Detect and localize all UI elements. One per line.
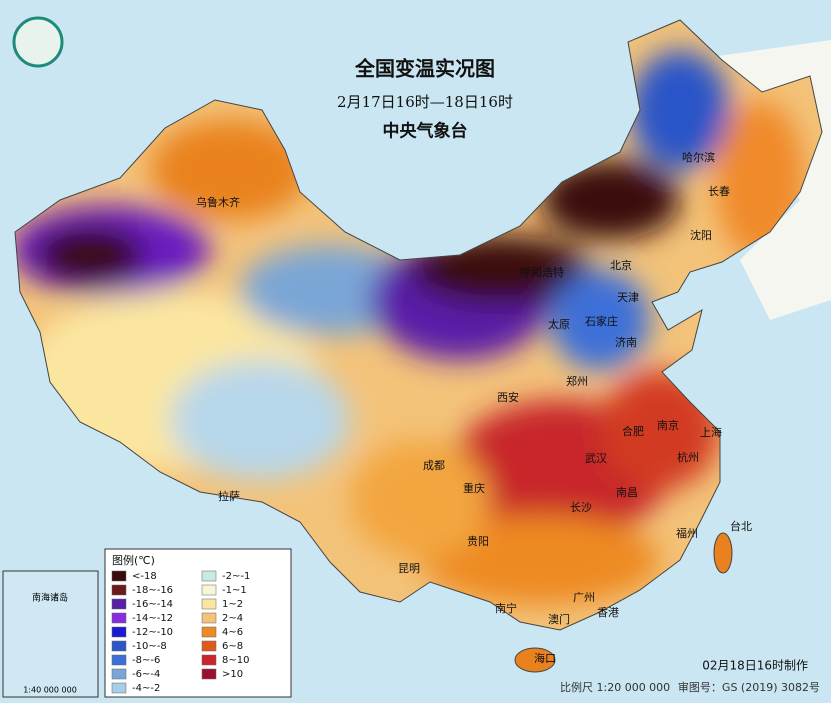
- legend-label: 2~4: [222, 613, 243, 624]
- legend-swatch: [111, 570, 127, 582]
- legend-label: -10~-8: [132, 641, 167, 652]
- legend-label: -6~-4: [132, 669, 160, 680]
- city: 南京: [657, 418, 679, 432]
- city: 哈尔滨: [682, 150, 715, 164]
- legend-label: -18~-16: [132, 585, 173, 596]
- legend-items: <-18 -18~-16 -16~-14 -14~-12 -12~-10 -10~-8 -8…: [111, 570, 250, 694]
- legend-swatch: [201, 598, 217, 610]
- inset-scale: 1:40 000 000: [23, 686, 77, 695]
- city: 南宁: [495, 601, 517, 615]
- made-time: 02月18日16时制作: [702, 659, 808, 673]
- city: 天津: [617, 291, 639, 304]
- legend-label: 4~6: [222, 627, 243, 638]
- city: 济南: [615, 335, 637, 349]
- inset: [2, 570, 99, 698]
- legend-label: -14~-12: [132, 613, 173, 624]
- city: 香港: [597, 606, 619, 619]
- inset-label: 南海诸岛: [32, 592, 68, 604]
- legend-label: 6~8: [222, 641, 243, 652]
- legend-swatch: [111, 668, 127, 680]
- legend-swatch: [201, 570, 217, 582]
- agency: 中央气象台: [383, 121, 468, 142]
- city: 石家庄: [585, 314, 618, 328]
- legend-label: -8~-6: [132, 655, 160, 666]
- city: 呼和浩特: [520, 265, 564, 279]
- city: 重庆: [463, 481, 485, 495]
- city: 福州: [676, 526, 698, 540]
- legend-swatch: [111, 682, 127, 694]
- legend-label: -4~-2: [132, 683, 160, 694]
- legend-title: 图例(℃): [112, 553, 155, 567]
- legend-swatch: [201, 640, 217, 652]
- city: 上海: [700, 425, 722, 439]
- legend-swatch: [201, 612, 217, 624]
- legend-swatch: [201, 584, 217, 596]
- legend-label: -1~1: [222, 585, 247, 596]
- legend-label: 8~10: [222, 655, 249, 666]
- legend-label: <-18: [132, 571, 157, 582]
- legend-swatch: [201, 668, 217, 680]
- city: 乌鲁木齐: [196, 195, 240, 209]
- legend-label: -12~-10: [132, 627, 173, 638]
- legend-swatch: [111, 640, 127, 652]
- city: 合肥: [622, 424, 644, 438]
- city: 海口: [534, 651, 556, 665]
- city: 拉萨: [218, 489, 240, 503]
- logo: [12, 16, 64, 68]
- city: 长春: [708, 185, 730, 198]
- legend-swatch: [201, 626, 217, 638]
- taiwan: [713, 532, 733, 574]
- city: 台北: [730, 519, 752, 533]
- city: 昆明: [398, 562, 420, 575]
- legend-label: >10: [222, 669, 243, 680]
- city: 成都: [423, 459, 445, 472]
- city: 武汉: [585, 452, 607, 465]
- legend-label: 1~2: [222, 599, 243, 610]
- city: 杭州: [677, 450, 699, 464]
- legend-swatch: [111, 654, 127, 666]
- map-approval: 审图号：GS (2019) 3082号: [678, 680, 820, 694]
- title: 全国变温实况图: [354, 57, 495, 81]
- city: 沈阳: [690, 228, 712, 242]
- legend-swatch: [111, 584, 127, 596]
- scale: 比例尺 1:20 000 000: [560, 680, 670, 694]
- legend-swatch: [201, 654, 217, 666]
- subtitle: 2月17日16时—18日16时: [337, 93, 513, 111]
- city: 南昌: [616, 486, 638, 499]
- legend-swatch: [111, 612, 127, 624]
- legend-label: -16~-14: [132, 599, 173, 610]
- legend-swatch: [111, 626, 127, 638]
- border: [14, 19, 823, 631]
- hainan: [514, 647, 556, 673]
- city: 北京: [610, 258, 632, 272]
- city: 长沙: [570, 501, 592, 514]
- city: 贵阳: [467, 535, 489, 548]
- city: 西安: [497, 390, 519, 404]
- legend-swatch: [111, 598, 127, 610]
- city: 广州: [573, 591, 595, 604]
- legend: [104, 548, 292, 698]
- city: 郑州: [566, 374, 588, 388]
- city: 澳门: [548, 612, 570, 626]
- city: 太原: [548, 318, 570, 331]
- city-labels: 乌鲁木齐 哈尔滨 长春 沈阳 北京 天津 呼和浩特 石家庄 太原 济南 郑州 西…: [196, 150, 752, 665]
- legend-label: -2~-1: [222, 571, 250, 582]
